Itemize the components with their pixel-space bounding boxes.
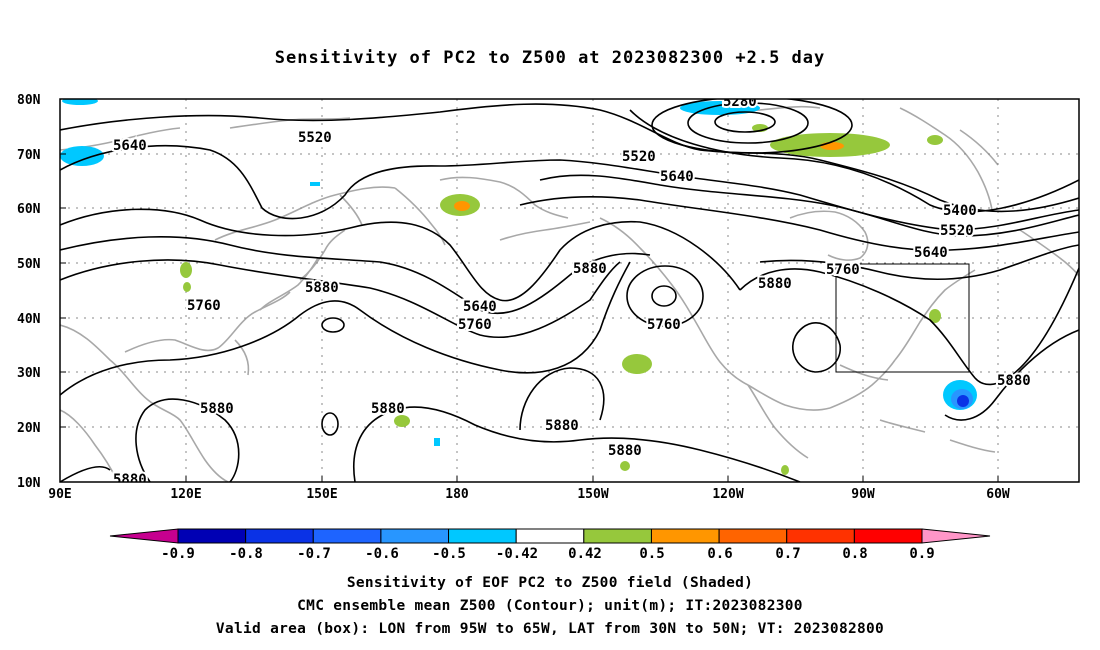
contour-label: 5880 [371,401,405,417]
caption-line-1: Sensitivity of EOF PC2 to Z500 field (Sh… [346,575,754,591]
caption-line-3: Valid area (box): LON from 95W to 65W, L… [215,621,885,637]
lon-label: 120E [170,487,201,502]
colorbar-swatch [786,528,855,544]
lat-label: 50N [17,257,41,272]
colorbar-swatch [853,528,923,544]
contour-label: 5760 [826,262,860,278]
lat-label: 70N [17,148,41,163]
positive-patch [929,309,941,323]
contour-label: 5280 [723,94,757,110]
lon-label: 60W [986,487,1010,502]
lat-label: 10N [17,476,41,491]
colorbar-swatch [312,528,382,544]
contour-label: 5640 [113,138,147,154]
colorbar-labels: -0.9 -0.8 -0.7 -0.6 -0.5 -0.42 0.42 0.5 … [161,546,935,562]
colorbar-label: 0.5 [639,546,664,562]
colorbar-label: 0.6 [707,546,732,562]
coastlines [60,104,1079,482]
negative-patch [310,182,320,186]
lon-label: 150W [577,487,608,502]
positive-patch [394,415,410,427]
map-title: Sensitivity of PC2 to Z500 at 2023082300… [274,48,826,68]
colorbar-label: -0.5 [432,546,466,562]
contour-label: 5880 [608,443,642,459]
colorbar-swatch [109,528,179,544]
lat-label: 20N [17,421,41,436]
contour-label: 5400 [943,203,977,219]
colorbar-swatch [583,528,652,544]
lon-label: 180 [445,487,469,502]
colorbar-swatch [177,528,247,544]
colorbar-swatch [515,528,585,544]
positive-patch [820,142,844,150]
positive-patch [927,135,943,145]
lat-label: 40N [17,312,41,327]
positive-patch [622,354,652,374]
colorbar-swatch [650,528,720,544]
contour-label: 5880 [758,276,792,292]
colorbar-swatch [380,528,450,544]
lat-label: 60N [17,202,41,217]
colorbar-swatch [921,528,991,544]
negative-patch [62,99,98,105]
colorbar-swatch [448,528,517,544]
valid-area-box [835,263,970,373]
negative-patch [957,395,969,407]
lon-label: 90E [48,487,71,502]
negative-patch [60,146,104,166]
colorbar-label: 0.8 [842,546,867,562]
lat-label: 30N [17,366,41,381]
longitude-labels: 90E 120E 150E 180 150W 120W 90W 60W [48,487,1010,502]
contour-label: 5760 [647,317,681,333]
lon-label: 120W [712,487,743,502]
contour-label: 5640 [914,245,948,261]
positive-patch [620,461,630,471]
colorbar-swatch [245,528,314,544]
contour-label: 5760 [458,317,492,333]
sensitivity-shading [60,99,977,475]
contour-label: 5880 [545,418,579,434]
map-plot-area: 5520 5640 5520 5640 5280 5400 5520 5640 … [60,94,1079,488]
colorbar-swatch [718,528,788,544]
colorbar-label: 0.9 [909,546,934,562]
grid-lines [60,99,1079,482]
contour-label-group: 5520 5640 5520 5640 5280 5400 5520 5640 … [111,94,1033,488]
contour-label: 5640 [660,169,694,185]
contour-label: 5880 [305,280,339,296]
map-frame [59,98,1080,483]
axis-ticks [60,153,999,482]
positive-patch [180,262,192,278]
colorbar-label: -0.8 [229,546,263,562]
contour-label: 5880 [997,373,1031,389]
contour-label: 5880 [113,472,147,488]
contour-label: 5880 [200,401,234,417]
contour-label: 5880 [573,261,607,277]
latitude-labels: 80N 70N 60N 50N 40N 30N 20N 10N [17,93,41,491]
colorbar-label: -0.7 [297,546,331,562]
positive-patch [781,465,789,475]
contour-label: 5520 [940,223,974,239]
colorbar-label: -0.6 [365,546,399,562]
lon-label: 150E [306,487,337,502]
caption-line-2: CMC ensemble mean Z500 (Contour); unit(m… [297,598,803,614]
positive-patch [454,201,470,211]
contour-label: 5760 [187,298,221,314]
lat-label: 80N [17,93,41,108]
colorbar-label: -0.42 [496,546,538,562]
negative-patch [434,438,440,446]
z500-contours [60,99,1079,482]
colorbar [109,528,991,544]
colorbar-label: -0.9 [161,546,195,562]
colorbar-label: 0.7 [775,546,800,562]
positive-patch [183,282,191,292]
contour-label: 5520 [298,130,332,146]
contour-label: 5520 [622,149,656,165]
lon-label: 90W [851,487,875,502]
colorbar-label: 0.42 [568,546,602,562]
contour-label: 5640 [463,299,497,315]
